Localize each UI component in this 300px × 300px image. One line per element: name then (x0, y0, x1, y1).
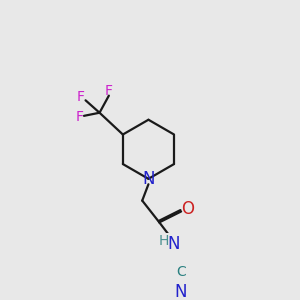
Text: N: N (142, 170, 155, 188)
Text: F: F (77, 90, 85, 104)
Text: N: N (167, 235, 180, 253)
Text: F: F (75, 110, 83, 124)
Text: N: N (175, 283, 188, 300)
Text: F: F (105, 84, 113, 98)
Text: C: C (176, 265, 186, 279)
Text: H: H (159, 234, 169, 248)
Text: O: O (181, 200, 194, 218)
